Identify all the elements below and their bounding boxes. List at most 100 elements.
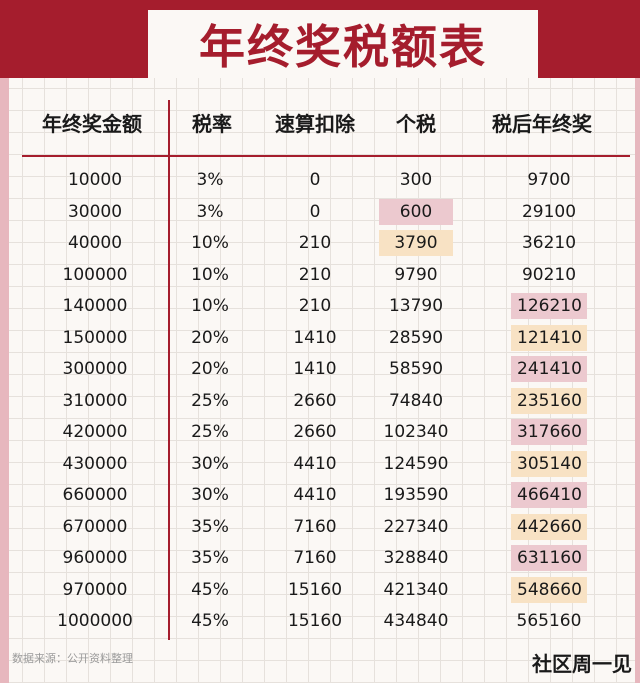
- cell-deduction-value: 15160: [287, 579, 343, 600]
- table-header: 年终奖金额 税率 速算扣除 个税 税后年终奖: [22, 100, 630, 148]
- cell-amount: 1000000: [30, 606, 160, 638]
- cell-deduction: 7160: [260, 543, 370, 575]
- cell-amount-value: 420000: [62, 422, 128, 442]
- cell-amount: 960000: [30, 543, 160, 575]
- cell-after-tax: 9700: [490, 165, 608, 197]
- cell-amount-value: 40000: [67, 233, 123, 253]
- cell-rate-value: 20%: [191, 327, 229, 348]
- cell-deduction-value: 4410: [293, 453, 337, 474]
- cell-rate-value: 35%: [191, 516, 229, 537]
- cell-deduction: 2660: [260, 417, 370, 449]
- cell-after-tax-value: 9700: [527, 170, 571, 190]
- cell-rate: 10%: [170, 291, 250, 323]
- header-deduction: 速算扣除: [275, 112, 355, 136]
- cell-rate-value: 20%: [191, 359, 229, 379]
- cell-after-tax-value: 631160: [511, 545, 587, 571]
- cell-deduction-value: 7160: [293, 516, 337, 537]
- cell-after-tax-value: 241410: [511, 356, 587, 382]
- cell-tax: 227340: [372, 512, 460, 544]
- cell-deduction-value: 1410: [293, 327, 337, 348]
- cell-tax: 421340: [372, 575, 460, 607]
- cell-tax-value: 13790: [388, 296, 444, 316]
- cell-amount-value: 310000: [62, 390, 128, 411]
- cell-after-tax-value: 548660: [511, 576, 587, 603]
- cell-rate: 35%: [170, 512, 250, 544]
- table-row: 100000 10% 210 9790 90210: [0, 260, 640, 292]
- cell-deduction: 7160: [260, 512, 370, 544]
- header-divider: [22, 155, 630, 157]
- cell-deduction-value: 4410: [293, 485, 337, 505]
- cell-rate-value: 3%: [196, 201, 224, 222]
- cell-tax-value: 193590: [383, 485, 449, 505]
- cell-deduction-value: 2660: [293, 390, 337, 411]
- cell-deduction-value: 2660: [293, 422, 337, 442]
- cell-deduction: 210: [260, 291, 370, 323]
- cell-deduction-value: 210: [298, 296, 332, 316]
- table-body: 10000 3% 0 300 9700 30000 3% 0 600 29100 40000 10% 2…: [0, 165, 640, 638]
- cell-after-tax-value: 317660: [511, 419, 587, 445]
- cell-tax: 300: [372, 165, 460, 197]
- cell-deduction: 210: [260, 228, 370, 260]
- cell-after-tax-value: 29100: [521, 201, 577, 222]
- cell-tax-value: 102340: [383, 422, 449, 442]
- cell-tax-value: 58590: [388, 359, 444, 379]
- cell-amount-value: 300000: [62, 359, 128, 379]
- cell-tax-value: 421340: [383, 579, 449, 600]
- cell-after-tax-value: 442660: [511, 513, 587, 540]
- cell-after-tax: 565160: [490, 606, 608, 638]
- cell-tax-value: 227340: [383, 516, 449, 537]
- cell-after-tax: 466410: [490, 480, 608, 512]
- cell-rate-value: 25%: [191, 390, 229, 411]
- cell-rate-value: 10%: [191, 296, 229, 316]
- cell-after-tax-value: 36210: [521, 233, 577, 253]
- cell-rate: 20%: [170, 323, 250, 355]
- cell-deduction: 0: [260, 197, 370, 229]
- cell-rate-value: 10%: [191, 264, 229, 285]
- cell-amount-value: 100000: [62, 264, 128, 285]
- cell-rate: 35%: [170, 543, 250, 575]
- cell-rate-value: 30%: [191, 485, 229, 505]
- cell-amount: 670000: [30, 512, 160, 544]
- cell-amount: 10000: [30, 165, 160, 197]
- cell-amount-value: 960000: [62, 548, 128, 568]
- cell-amount: 140000: [30, 291, 160, 323]
- cell-amount: 660000: [30, 480, 160, 512]
- cell-rate: 3%: [170, 197, 250, 229]
- cell-amount: 40000: [30, 228, 160, 260]
- cell-deduction: 2660: [260, 386, 370, 418]
- cell-rate: 25%: [170, 417, 250, 449]
- cell-amount-value: 140000: [62, 296, 128, 316]
- cell-after-tax: 36210: [490, 228, 608, 260]
- cell-after-tax: 317660: [490, 417, 608, 449]
- table-row: 660000 30% 4410 193590 466410: [0, 480, 640, 512]
- right-decor-stripe: [635, 78, 640, 683]
- cell-deduction: 210: [260, 260, 370, 292]
- cell-rate: 10%: [170, 228, 250, 260]
- table-row: 310000 25% 2660 74840 235160: [0, 386, 640, 418]
- table-row: 960000 35% 7160 328840 631160: [0, 543, 640, 575]
- table-row: 670000 35% 7160 227340 442660: [0, 512, 640, 544]
- cell-deduction: 4410: [260, 449, 370, 481]
- cell-tax: 74840: [372, 386, 460, 418]
- cell-after-tax-value: 90210: [521, 264, 577, 285]
- cell-tax: 434840: [372, 606, 460, 638]
- cell-rate-value: 45%: [191, 611, 229, 631]
- cell-tax: 124590: [372, 449, 460, 481]
- cell-deduction-value: 7160: [293, 548, 337, 568]
- cell-rate-value: 35%: [191, 548, 229, 568]
- cell-deduction: 15160: [260, 606, 370, 638]
- cell-tax-value: 3790: [379, 230, 453, 256]
- cell-amount-value: 10000: [67, 170, 123, 190]
- table-row: 300000 20% 1410 58590 241410: [0, 354, 640, 386]
- cell-after-tax: 305140: [490, 449, 608, 481]
- cell-rate: 30%: [170, 480, 250, 512]
- table-row: 10000 3% 0 300 9700: [0, 165, 640, 197]
- cell-after-tax: 241410: [490, 354, 608, 386]
- cell-after-tax: 631160: [490, 543, 608, 575]
- cell-rate: 45%: [170, 575, 250, 607]
- cell-rate-value: 10%: [191, 233, 229, 253]
- table-row: 970000 45% 15160 421340 548660: [0, 575, 640, 607]
- header-amount: 年终奖金额: [42, 112, 142, 136]
- header-after-tax: 税后年终奖: [492, 112, 592, 136]
- cell-rate: 3%: [170, 165, 250, 197]
